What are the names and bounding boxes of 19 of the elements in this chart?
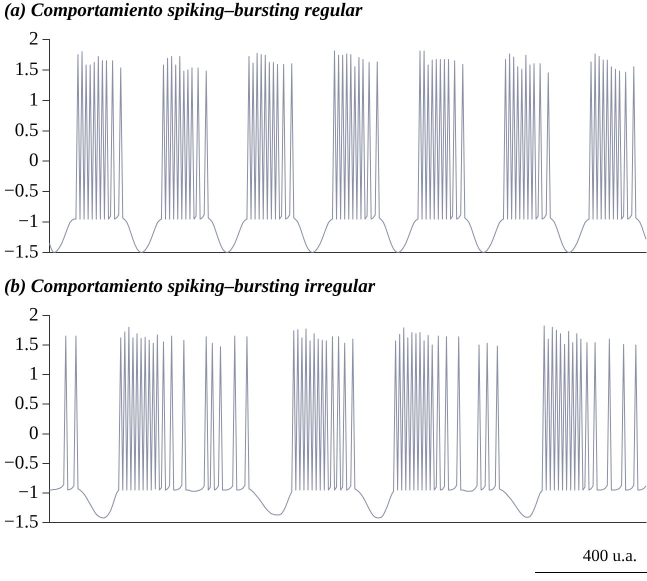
y-tick-label: −1.5 bbox=[4, 242, 38, 263]
y-tick-label: 0 bbox=[28, 422, 38, 444]
y-tick-label: 1.5 bbox=[14, 334, 38, 355]
y-tick-label: 2 bbox=[28, 304, 38, 326]
y-tick-label: 1.5 bbox=[14, 58, 38, 80]
y-tick-label: 0 bbox=[28, 150, 38, 172]
y-tick-label: 1 bbox=[28, 364, 38, 385]
y-tick-label: 0.5 bbox=[14, 393, 38, 414]
y-tick-label: −0.5 bbox=[4, 452, 38, 474]
y-tick-label: 2 bbox=[28, 28, 38, 50]
chart-title: (a) Comportamiento spiking–bursting regular bbox=[4, 0, 362, 22]
text: 400 u.a. bbox=[582, 546, 637, 566]
y-tick-label: −1 bbox=[18, 211, 38, 232]
chart-title: (b) Comportamiento spiking–bursting irregular bbox=[4, 276, 376, 298]
y-tick-label: 1 bbox=[28, 89, 38, 110]
y-tick-label: −0.5 bbox=[4, 180, 38, 202]
y-tick-label: −1 bbox=[18, 482, 38, 503]
y-tick-label: −1.5 bbox=[4, 512, 38, 533]
y-tick-label: 0.5 bbox=[14, 120, 38, 141]
